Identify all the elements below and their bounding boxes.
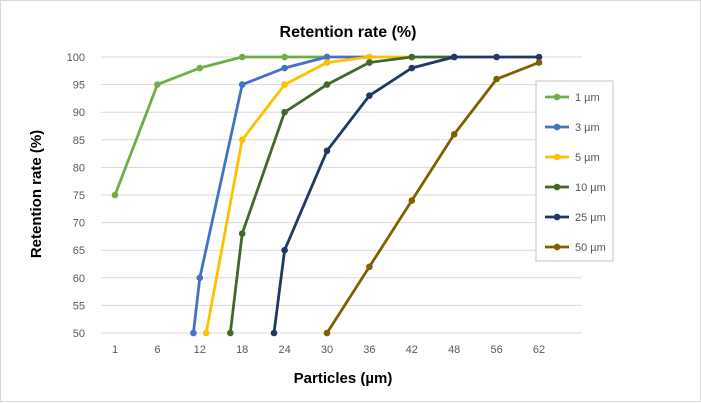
series-lines <box>111 53 543 337</box>
data-point <box>196 64 204 72</box>
y-tick-label: 85 <box>73 135 85 147</box>
data-point <box>450 53 458 61</box>
data-point <box>493 75 500 83</box>
legend-item: 3 µm <box>545 122 600 134</box>
data-point <box>238 230 246 237</box>
data-point <box>535 59 543 66</box>
legend-swatch-marker <box>553 213 561 221</box>
series-line <box>325 61 540 334</box>
series-1 <box>190 53 373 337</box>
data-point <box>238 53 246 61</box>
data-point <box>154 81 161 88</box>
y-tick-label: 70 <box>73 218 85 230</box>
x-tick-label: 18 <box>236 344 248 356</box>
legend-box <box>535 80 614 262</box>
data-point <box>281 64 288 72</box>
x-tick-label: 1 <box>112 344 118 356</box>
y-tick-label: 100 <box>67 52 85 64</box>
x-tick-label: 6 <box>154 344 160 356</box>
legend-item: 25 µm <box>545 212 606 224</box>
legend-label: 10 µm <box>575 182 606 194</box>
series-2 <box>202 53 416 337</box>
gridlines <box>101 56 582 334</box>
legend-label: 5 µm <box>575 152 600 164</box>
legend-item: 5 µm <box>545 152 600 164</box>
data-point <box>450 130 458 138</box>
legend-item: 1 µm <box>545 92 600 104</box>
x-tick-label: 24 <box>278 344 290 356</box>
data-point <box>111 191 119 199</box>
data-point <box>270 329 278 337</box>
data-point <box>366 263 373 271</box>
legend-swatch-marker <box>553 243 561 251</box>
series-4 <box>270 53 543 337</box>
data-point <box>281 53 288 61</box>
legend-item: 10 µm <box>545 182 606 194</box>
legend-swatch-marker <box>553 93 561 101</box>
data-point <box>366 53 373 61</box>
x-axis-ticks: 1 6 12 18 24 30 36 42 48 56 62 <box>112 344 545 356</box>
legend-label: 50 µm <box>575 242 606 254</box>
x-tick-label: 56 <box>490 344 502 356</box>
legend-label: 1 µm <box>575 92 600 104</box>
data-point <box>493 53 500 61</box>
y-tick-label: 55 <box>73 300 85 312</box>
data-point <box>190 329 197 337</box>
data-point <box>202 329 210 337</box>
data-point <box>323 53 331 61</box>
chart-title: Retention rate (%) <box>280 24 417 41</box>
y-tick-label: 75 <box>73 190 85 202</box>
x-tick-label: 42 <box>406 344 418 356</box>
data-point <box>227 329 234 337</box>
data-point <box>238 81 246 88</box>
data-point <box>281 81 288 88</box>
series-line <box>192 55 370 334</box>
legend-label: 3 µm <box>575 122 600 134</box>
data-point <box>196 274 204 282</box>
data-point <box>323 81 331 88</box>
y-axis-title: Retention rate (%) <box>28 130 45 258</box>
y-tick-label: 65 <box>73 245 85 257</box>
data-point <box>408 53 416 61</box>
data-point <box>281 108 288 116</box>
x-tick-label: 12 <box>194 344 206 356</box>
data-point <box>366 92 373 99</box>
data-point <box>323 147 331 155</box>
series-5 <box>323 59 543 337</box>
legend-label: 25 µm <box>575 212 606 224</box>
legend-swatch-marker <box>553 123 561 131</box>
data-point <box>535 53 543 61</box>
data-point <box>323 329 331 337</box>
series-line <box>113 55 327 196</box>
y-axis-ticks: 50 55 60 65 70 75 80 85 90 95 100 <box>67 52 85 340</box>
y-tick-label: 80 <box>73 162 85 174</box>
y-tick-label: 60 <box>73 273 85 285</box>
y-tick-label: 50 <box>73 328 85 340</box>
series-line <box>272 55 539 334</box>
y-tick-label: 90 <box>73 107 85 119</box>
data-point <box>408 197 416 204</box>
x-tick-label: 36 <box>363 344 375 356</box>
data-point <box>281 246 288 254</box>
data-point <box>408 64 416 72</box>
data-point <box>238 136 246 144</box>
data-point <box>366 59 373 66</box>
series-line <box>204 55 412 334</box>
legend-swatch-marker <box>553 153 561 161</box>
legend-item: 50 µm <box>545 242 606 254</box>
x-tick-label: 48 <box>448 344 460 356</box>
x-axis-title: Particles (µm) <box>294 370 393 387</box>
y-tick-label: 95 <box>73 80 85 92</box>
legend-swatch-marker <box>553 183 561 191</box>
legend: 1 µm 3 µm 5 µm 10 µm 25 µm 50 µm <box>535 80 614 262</box>
x-tick-label: 62 <box>533 344 545 356</box>
x-tick-label: 30 <box>321 344 333 356</box>
data-point <box>323 59 331 66</box>
